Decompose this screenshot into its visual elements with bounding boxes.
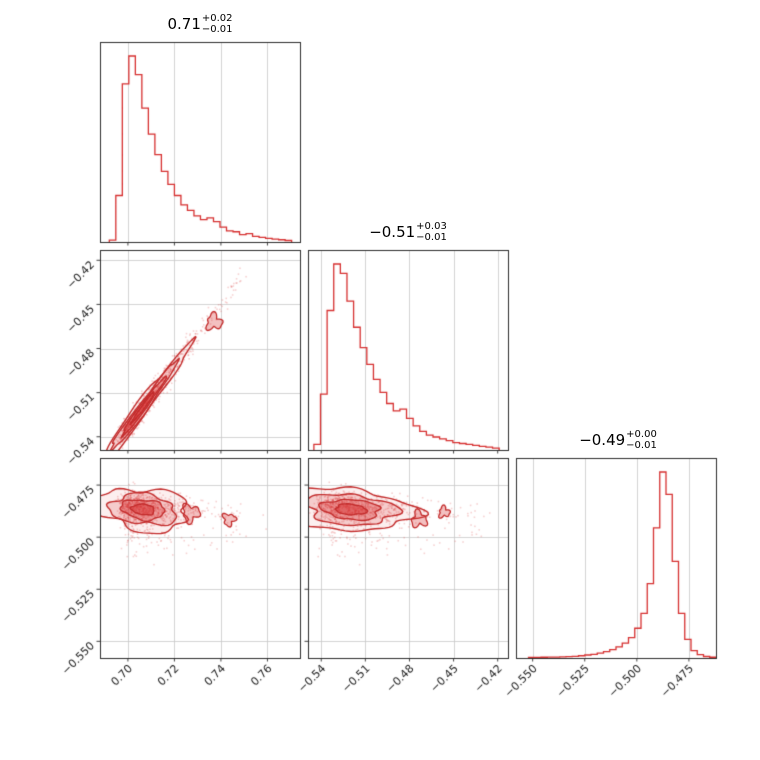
param-1-lower-error: −0.01 bbox=[201, 24, 233, 36]
param-3-median-value: −0.49 bbox=[579, 430, 626, 449]
param-1-title: 0.71 +0.02 −0.01 bbox=[167, 13, 232, 35]
param-3-upper-error: +0.00 bbox=[626, 429, 657, 440]
param-2-upper-error: +0.03 bbox=[416, 221, 447, 232]
param-3-lower-error: −0.01 bbox=[626, 440, 657, 452]
param-1-errors: +0.02 −0.01 bbox=[202, 13, 233, 35]
param-1-median-value: 0.71 bbox=[167, 14, 201, 33]
param-2-median-value: −0.51 bbox=[369, 222, 416, 241]
param-2-errors: +0.03 −0.01 bbox=[416, 221, 447, 243]
param-3-errors: +0.00 −0.01 bbox=[626, 429, 657, 451]
param-1-upper-error: +0.02 bbox=[201, 13, 233, 24]
param-2-lower-error: −0.01 bbox=[416, 232, 447, 244]
param-3-title: −0.49 +0.00 −0.01 bbox=[579, 429, 657, 451]
param-2-title: −0.51 +0.03 −0.01 bbox=[369, 221, 447, 243]
